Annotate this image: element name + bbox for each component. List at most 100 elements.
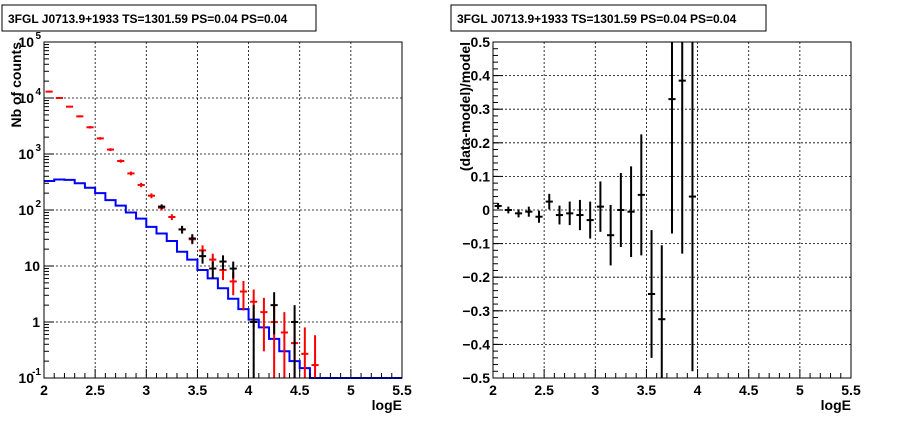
data-point	[188, 234, 196, 244]
model-total-point	[311, 335, 319, 378]
y-tick-label: 10	[18, 370, 34, 386]
y-tick-label: 10	[18, 34, 34, 50]
y-tick-exponent: 3	[35, 143, 41, 154]
residual-point	[545, 193, 553, 210]
x-tick-label: 2	[40, 382, 48, 398]
residual-point	[535, 210, 543, 223]
data-point	[219, 255, 227, 270]
residual-point	[668, 42, 676, 234]
x-tick-label: 4.5	[290, 382, 310, 398]
x-tick-label: 2	[489, 382, 497, 398]
counts-title-box	[1, 4, 317, 32]
y-tick-label: 10	[18, 90, 34, 106]
model-total-point	[76, 115, 84, 118]
residuals-grid	[493, 42, 851, 378]
residual-point	[566, 201, 574, 226]
model-total-point	[86, 126, 94, 129]
y-tick-exponent: 2	[35, 199, 41, 210]
model-total-point	[301, 327, 309, 378]
y-tick-label: −0.4	[462, 336, 490, 352]
residual-point	[576, 199, 584, 231]
counts-grid	[44, 42, 402, 378]
model-step-line	[44, 178, 402, 379]
residual-point	[586, 201, 594, 239]
residuals-panel: 3FGL J0713.9+1933 TS=1301.59 PS=0.04 PS=…	[450, 4, 861, 413]
residual-point	[555, 205, 564, 225]
residual-point	[494, 202, 502, 209]
model-total-point	[117, 159, 125, 163]
y-tick-label: −0.1	[462, 236, 490, 252]
model-total-point	[127, 171, 135, 176]
residuals-axes: 2 2.5 3 3.5 4 4.5 5 5.5 −0.5 −0.4 −0.3 −0.2 −0.1 0 0.1…	[462, 34, 861, 398]
counts-title: 3FGL J0713.9+1933 TS=1301.59 PS=0.04 PS=…	[8, 12, 288, 26]
model-total-point	[137, 182, 145, 188]
model-total-point	[168, 214, 176, 221]
residual-point	[637, 134, 645, 256]
y-tick-label: −0.5	[462, 370, 490, 386]
y-tick-exponent: 5	[35, 31, 41, 42]
data-point	[198, 250, 207, 264]
residual-point	[525, 206, 533, 217]
x-tick-label: 5.5	[392, 382, 412, 398]
x-tick-label: 2.5	[534, 382, 554, 398]
residual-point	[504, 206, 512, 214]
model-total-point	[45, 90, 53, 93]
x-tick-label: 5	[796, 382, 804, 398]
y-tick-label: 10	[18, 146, 34, 162]
data-point	[158, 204, 166, 210]
model-total-point	[96, 137, 104, 140]
residual-point	[678, 42, 686, 254]
residual-point	[514, 209, 523, 218]
counts-x-axis-label: logE	[372, 397, 402, 413]
y-tick-label: −0.2	[462, 269, 490, 285]
x-tick-label: 3.5	[637, 382, 657, 398]
y-tick-label: 1	[32, 314, 40, 330]
model-total-point	[65, 105, 74, 108]
model-total-point	[280, 312, 288, 378]
data-point	[229, 261, 237, 279]
y-tick-label: 0.1	[471, 168, 491, 184]
residuals-y-axis-label: (data-model)/model	[457, 42, 473, 171]
y-tick-label: 0.3	[471, 101, 491, 117]
y-tick-label: 0.4	[471, 68, 491, 84]
x-tick-label: 2.5	[85, 382, 105, 398]
y-tick-label: 10	[24, 258, 40, 274]
y-tick-label: 0	[482, 202, 490, 218]
residuals-title-box	[450, 4, 767, 32]
residual-point	[617, 173, 625, 247]
residual-point	[607, 204, 615, 266]
model-total-point	[239, 280, 248, 311]
residual-point	[688, 42, 697, 372]
model-total-point	[55, 97, 63, 99]
residuals-x-axis-label: logE	[821, 397, 851, 413]
x-tick-label: 4.5	[739, 382, 759, 398]
residual-point	[596, 181, 604, 232]
counts-panel: 3FGL J0713.9+1933 TS=1301.59 PS=0.04 PS=…	[1, 4, 412, 413]
residual-point	[627, 166, 635, 258]
model-total-point	[147, 193, 155, 199]
y-tick-label: 0.2	[471, 135, 491, 151]
x-tick-label: 3.5	[188, 382, 208, 398]
x-tick-label: 5.5	[841, 382, 861, 398]
model-total-point	[106, 148, 115, 152]
residuals-title: 3FGL J0713.9+1933 TS=1301.59 PS=0.04 PS=…	[457, 12, 737, 26]
x-tick-label: 5	[347, 382, 355, 398]
data-point	[250, 305, 258, 378]
residuals-plot-area	[494, 42, 697, 378]
residual-point	[647, 230, 656, 358]
x-tick-label: 4	[245, 382, 253, 398]
data-point	[270, 292, 278, 335]
x-tick-label: 4	[694, 382, 702, 398]
y-tick-label: 10	[18, 202, 34, 218]
y-tick-exponent: 4	[35, 87, 41, 98]
y-tick-label: −0.3	[462, 303, 490, 319]
data-point	[291, 305, 299, 378]
data-point	[209, 261, 217, 279]
data-point	[178, 225, 186, 234]
x-tick-label: 3	[591, 382, 599, 398]
y-tick-exponent: -1	[32, 367, 41, 378]
counts-plot-area	[44, 90, 402, 379]
counts-y-axis-label: Nb of counts	[8, 42, 24, 128]
